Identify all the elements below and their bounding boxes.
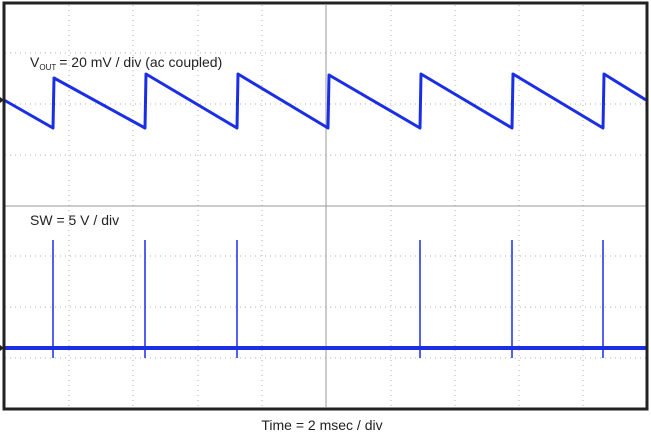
vout-symbol: V bbox=[30, 54, 40, 70]
vout-trace bbox=[3, 72, 647, 130]
sw-label: SW = 5 V / div bbox=[30, 212, 119, 228]
time-label: Time = 2 msec / div bbox=[261, 417, 382, 433]
vout-marker bbox=[0, 97, 4, 103]
vout-text: = 20 mV / div (ac coupled) bbox=[59, 54, 222, 70]
sw-marker bbox=[0, 345, 4, 351]
frame bbox=[2, 1, 649, 411]
vout-subscript: OUT bbox=[39, 63, 56, 72]
vout-label: VOUT = 20 mV / div (ac coupled) bbox=[30, 54, 222, 72]
